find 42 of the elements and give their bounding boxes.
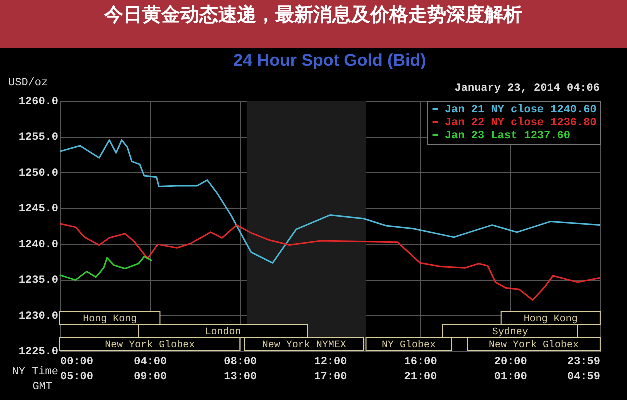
x2-tick-label: 09:00	[134, 372, 168, 384]
x-tick-label: 23:59	[567, 356, 600, 368]
band-label: Hong Kong	[83, 314, 138, 326]
band-label: Sydney	[492, 326, 528, 338]
band-label: New York NYMEX	[262, 340, 346, 352]
y-tick-label: 1230.0	[18, 310, 58, 323]
line-series	[59, 140, 601, 264]
x2-tick-label: 17:00	[314, 372, 348, 384]
y-tick-label: 1225.0	[18, 346, 58, 358]
x-tick-label: 00:00	[60, 356, 94, 368]
x2-tick-label: 04:59	[567, 372, 600, 384]
band-label: New York Globex	[105, 340, 196, 352]
x2-tick-label: 21:00	[404, 372, 438, 384]
x-axis-title: NY Time	[12, 366, 58, 378]
text: January 23, 2014 04:06	[454, 83, 600, 95]
y-tick-label: 1260.0	[18, 96, 58, 108]
chart-title: 今日黄金动态速递，最新消息及价格走势深度解析	[0, 0, 627, 48]
x-tick-label: 08:00	[224, 356, 258, 368]
x-tick-label: 12:00	[314, 356, 348, 368]
x2-tick-label: 01:00	[494, 372, 528, 384]
y-tick-label: 1240.0	[18, 239, 58, 252]
band-label: NY Globex	[382, 340, 436, 352]
band-label: Hong Kong	[524, 314, 578, 326]
y-tick-label: 1245.0	[18, 204, 58, 216]
x2-axis-title: GMT	[32, 382, 53, 394]
x2-tick-label: 05:00	[60, 372, 94, 384]
chart-subtitle: 24 Hour Spot Gold (Bid)	[234, 51, 426, 70]
x-tick-label: 20:00	[494, 356, 528, 368]
legend-label: Jan 22 NY close 1236.80	[445, 118, 597, 130]
legend-label: Jan 23 Last 1237.60	[445, 130, 570, 142]
y-tick-label: 1250.0	[18, 168, 58, 180]
y-tick-label: 1235.0	[18, 275, 58, 288]
x-tick-label: 16:00	[404, 356, 438, 368]
y-tick-label: 1255.0	[18, 132, 58, 144]
line-series	[59, 256, 154, 282]
band-label: London	[205, 326, 242, 338]
x-tick-label: 04:00	[134, 356, 168, 368]
band-label: New York Globex	[489, 340, 580, 352]
x2-tick-label: 13:00	[224, 372, 258, 384]
legend-label: Jan 21 NY close 1240.60	[445, 104, 597, 116]
line-series	[59, 223, 601, 302]
y-axis-title: USD/oz	[8, 78, 48, 90]
